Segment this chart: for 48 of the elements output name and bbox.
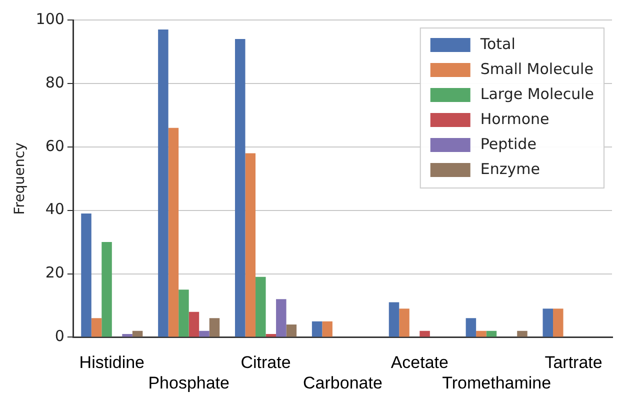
bar: [517, 330, 528, 337]
x-tick-label: Carbonate: [303, 373, 382, 392]
legend-label: Peptide: [480, 134, 536, 153]
x-tick-label: Tartrate: [544, 353, 602, 372]
bar: [81, 213, 92, 337]
bar: [286, 324, 297, 337]
y-tick-label: 20: [45, 264, 64, 282]
bar: [420, 330, 430, 337]
x-tick-label: Histidine: [79, 353, 144, 372]
legend-label: Small Molecule: [480, 60, 594, 78]
bar: [466, 318, 476, 337]
bar: [399, 308, 410, 337]
bar: [322, 321, 332, 337]
bar: [158, 30, 168, 337]
bar: [486, 330, 497, 337]
bar: [266, 334, 276, 337]
y-tick-label: 0: [54, 327, 64, 346]
bar: [91, 318, 102, 337]
bar: [553, 308, 564, 337]
bar: [199, 330, 210, 337]
y-tick-label: 60: [45, 136, 64, 155]
legend-label: Enzyme: [480, 160, 540, 178]
legend-label: Large Molecule: [480, 84, 594, 103]
bar: [209, 318, 220, 337]
y-tick-label: 40: [45, 200, 64, 218]
bar: [276, 299, 286, 337]
legend-label: Hormone: [480, 110, 550, 128]
y-tick-label: 100: [36, 10, 64, 28]
bar: [476, 330, 486, 337]
x-tick-label: Acetate: [390, 353, 448, 372]
bar: [235, 39, 246, 337]
bar: [542, 308, 554, 337]
bar: [122, 334, 132, 337]
y-axis-title: Frequency: [12, 142, 28, 215]
legend-label: Total: [479, 34, 516, 53]
x-tick-label: Tromethamine: [442, 373, 552, 392]
bar: [388, 302, 400, 337]
bar: [102, 242, 112, 337]
bar: [188, 312, 200, 337]
bar: [256, 276, 266, 337]
bar: [132, 330, 143, 337]
bar: [245, 153, 256, 337]
y-tick-label: 80: [45, 73, 64, 92]
x-tick-label: Phosphate: [148, 373, 230, 392]
bar: [178, 290, 189, 337]
bar: [312, 321, 322, 337]
bar: [168, 128, 179, 337]
x-tick-label: Citrate: [240, 353, 291, 372]
